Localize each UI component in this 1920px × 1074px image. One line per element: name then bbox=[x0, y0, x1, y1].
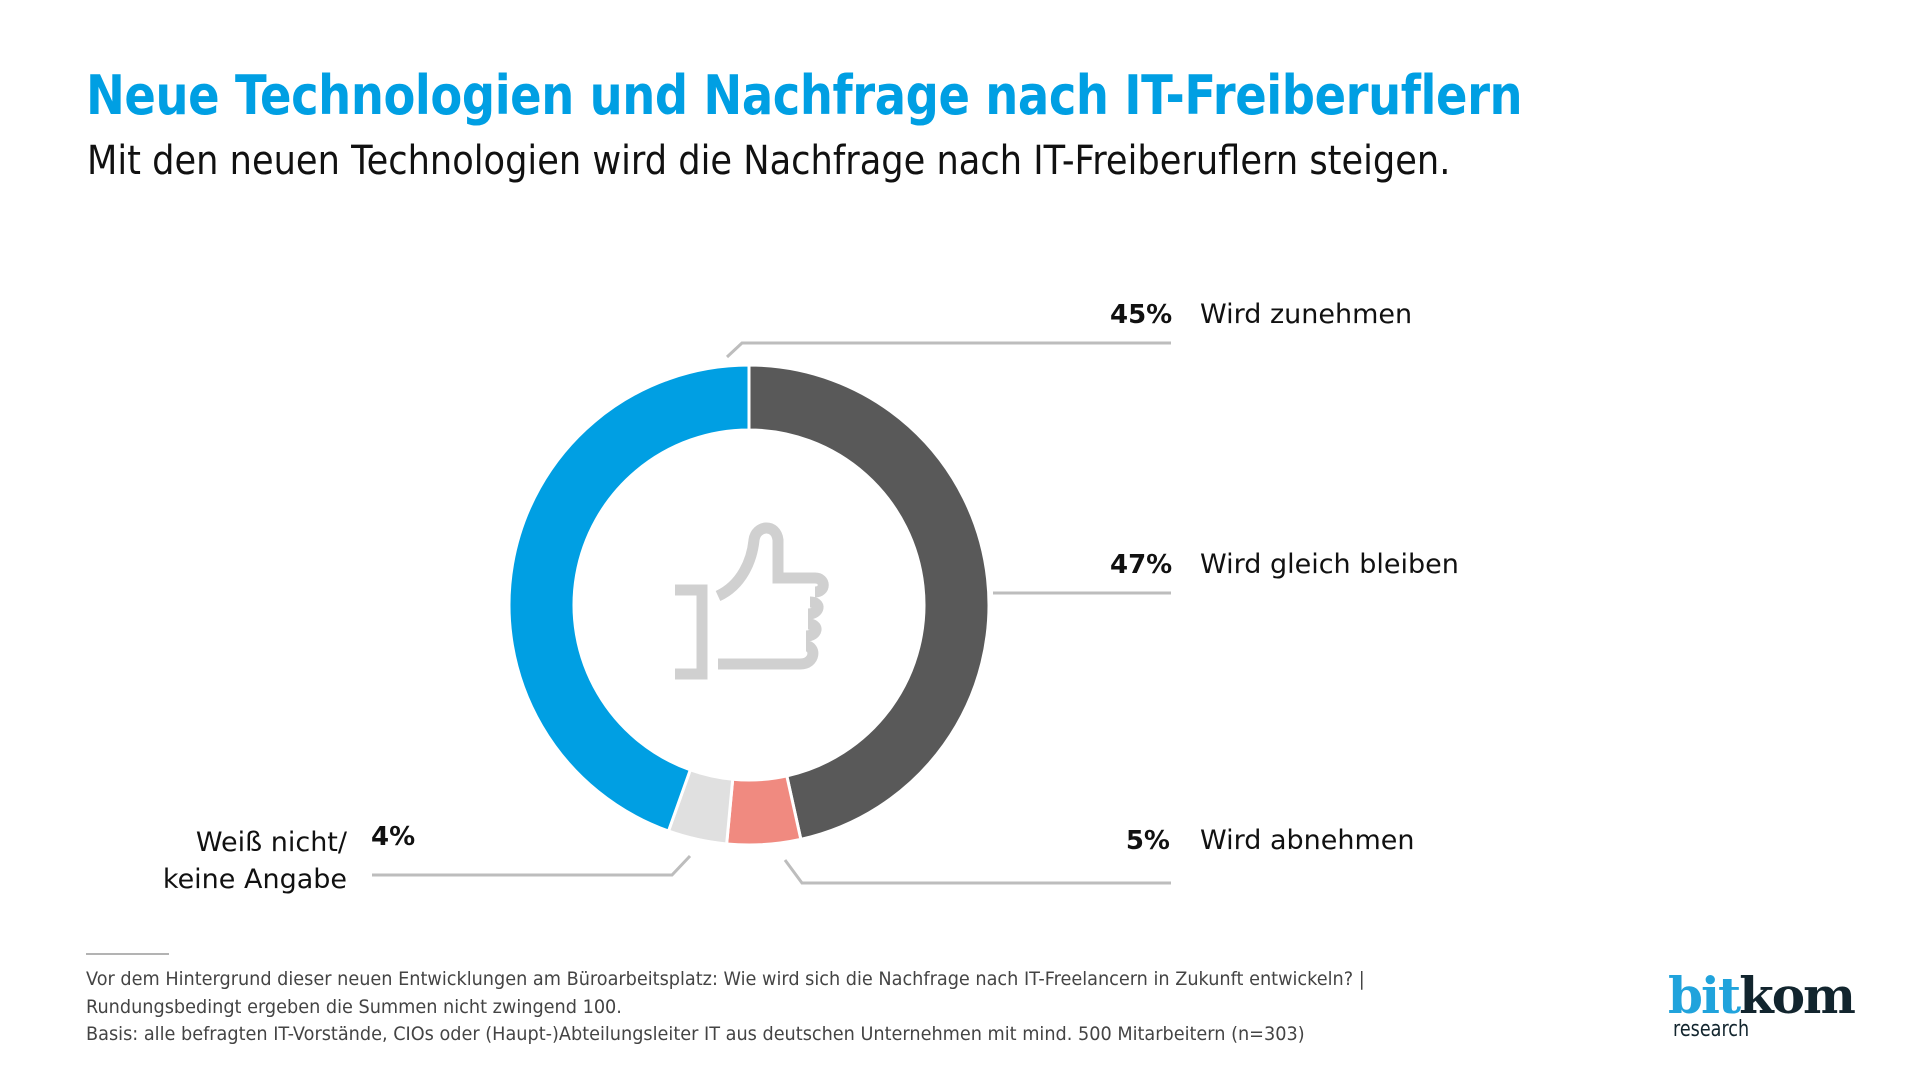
chart-title: Neue Technologien und Nachfrage nach IT-… bbox=[86, 64, 1523, 127]
pct-weiss-nicht: 4% bbox=[371, 822, 416, 852]
label-zunehmen: Wird zunehmen bbox=[1200, 299, 1413, 330]
label-weiss-nicht-line2: keine Angabe bbox=[162, 864, 347, 895]
logo-research: research bbox=[1673, 1017, 1750, 1042]
chart-subtitle: Mit den neuen Technologien wird die Nach… bbox=[87, 138, 1451, 184]
bitkom-logo: bitkom bbox=[1668, 966, 1856, 1025]
thumbs-up-icon bbox=[675, 522, 829, 680]
donut-slice-wird-abnehmen bbox=[725, 774, 803, 847]
footer-question: Vor dem Hintergrund dieser neuen Entwick… bbox=[86, 968, 1365, 990]
footer-basis: Basis: alle befragten IT-Vorstände, CIOs… bbox=[86, 1023, 1305, 1045]
pct-gleich: 47% bbox=[1110, 550, 1173, 580]
label-gleich: Wird gleich bleiben bbox=[1200, 549, 1459, 580]
logo-bit: bit bbox=[1668, 966, 1741, 1025]
leader-line-zunehmen bbox=[725, 341, 1171, 359]
donut-slice-wird-gleich-bleiben bbox=[747, 363, 991, 842]
leader-line-abnehmen bbox=[783, 859, 1171, 885]
label-abnehmen: Wird abnehmen bbox=[1200, 825, 1415, 856]
footer-rounding-note: Rundungsbedingt ergeben die Summen nicht… bbox=[86, 996, 622, 1018]
donut-slice-wird-zunehmen bbox=[507, 363, 751, 834]
footer-divider bbox=[86, 953, 169, 955]
pct-abnehmen: 5% bbox=[1125, 826, 1170, 856]
pct-zunehmen: 45% bbox=[1110, 300, 1173, 330]
leader-line-weiss-nicht bbox=[372, 854, 692, 877]
logo-kom: kom bbox=[1739, 966, 1856, 1025]
label-weiss-nicht-line1: Weiß nicht/ bbox=[195, 827, 347, 858]
